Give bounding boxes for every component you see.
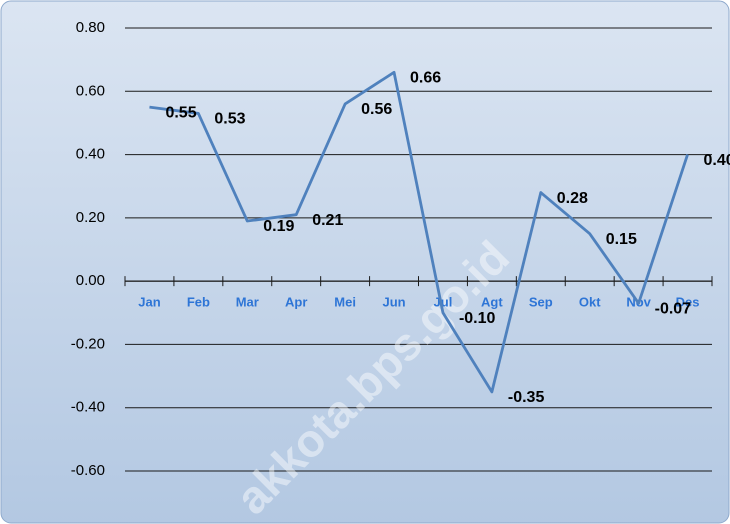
x-tick-label: Sep (529, 295, 553, 310)
data-label: -0.35 (508, 389, 545, 406)
x-tick-label: Okt (579, 295, 601, 310)
y-tick-label: 0.60 (76, 82, 105, 99)
data-label: 0.66 (410, 70, 441, 87)
data-label: 0.21 (312, 212, 343, 229)
data-label: 0.15 (606, 231, 637, 248)
y-tick-label: -0.20 (71, 335, 105, 352)
x-tick-label: Jul (434, 295, 453, 310)
x-tick-label: Agt (481, 295, 503, 310)
x-tick-label: Apr (285, 295, 307, 310)
y-tick-label: -0.60 (71, 462, 105, 479)
x-tick-label: Des (676, 295, 700, 310)
grid: -0.60 -0.40 -0.20 0.00 0.20 0.40 0.60 0.80 (71, 19, 713, 479)
data-label: -0.10 (459, 310, 496, 327)
x-tick-label: Jun (382, 295, 405, 310)
data-label: 0.55 (165, 104, 196, 121)
x-tick-label: Mei (334, 295, 356, 310)
y-tick-label: 0.80 (76, 19, 105, 36)
data-label: 0.56 (361, 101, 392, 118)
x-tick-label: Feb (187, 295, 210, 310)
series-line (149, 70, 689, 394)
data-label: 0.19 (263, 218, 294, 235)
y-tick-label: 0.20 (76, 209, 105, 226)
data-label: 0.28 (557, 190, 588, 207)
data-label: 0.40 (704, 152, 730, 169)
data-label: -0.07 (655, 301, 692, 318)
y-tick-label: 0.40 (76, 146, 105, 163)
x-tick-label: Mar (236, 295, 259, 310)
y-tick-label: -0.40 (71, 399, 105, 416)
x-tick-label: Jan (138, 295, 160, 310)
data-label: 0.53 (214, 111, 245, 128)
plot: Jan Feb Mar Apr Mei Jun Jul Agt Sep Okt Nov Des0.55… (138, 70, 730, 407)
y-tick-label: 0.00 (76, 272, 105, 289)
